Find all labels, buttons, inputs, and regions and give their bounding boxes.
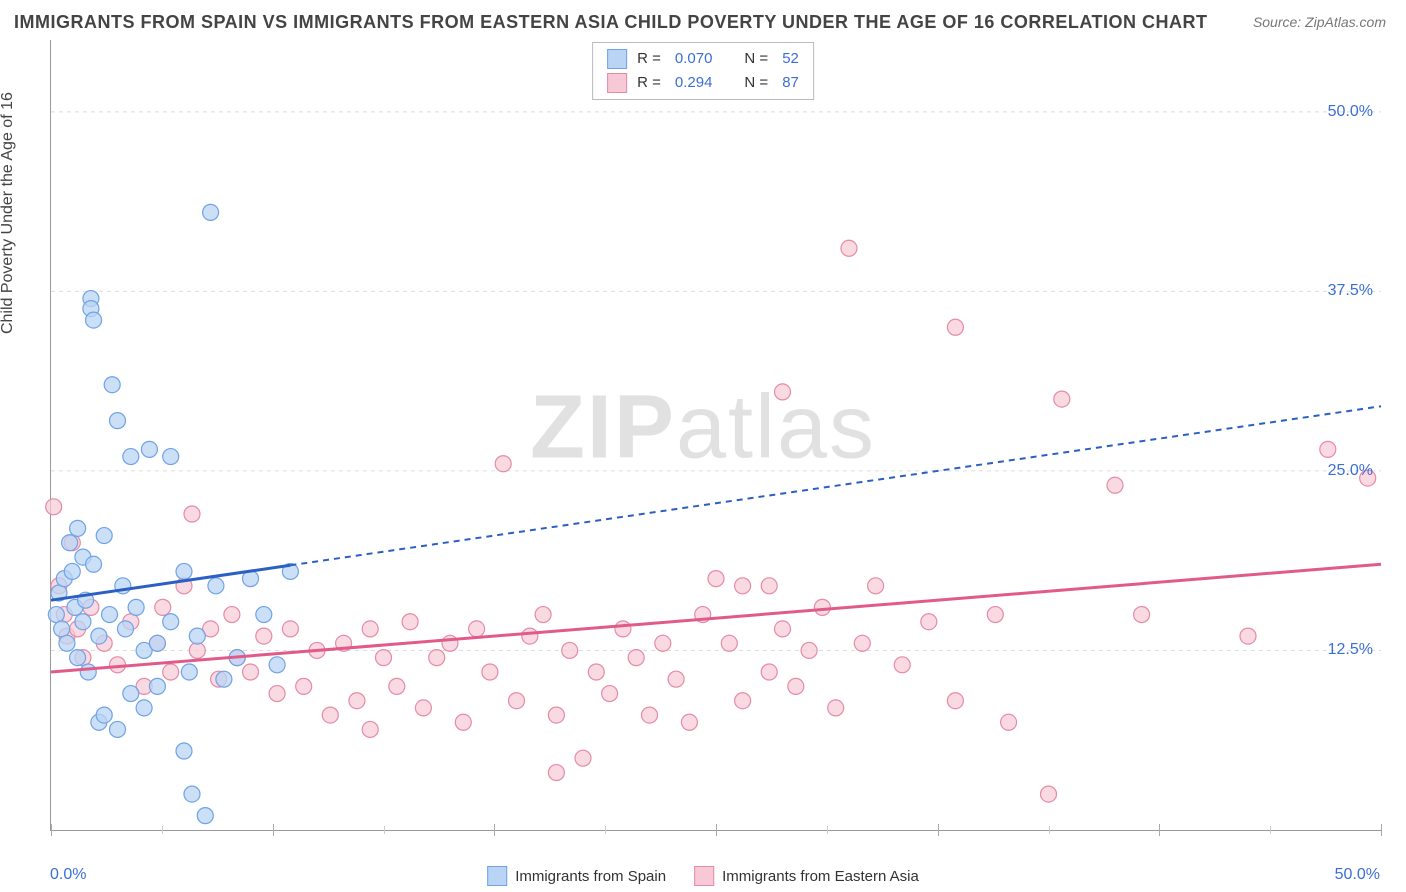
legend-n-value: 52 xyxy=(782,47,799,71)
x-tick-major xyxy=(51,824,52,836)
legend-r-value: 0.294 xyxy=(675,71,713,95)
x-tick-minor xyxy=(162,826,163,834)
legend-label: Immigrants from Spain xyxy=(515,868,666,885)
legend-swatch xyxy=(694,866,714,886)
y-axis-label: Child Poverty Under the Age of 16 xyxy=(0,92,17,334)
legend-n-value: 87 xyxy=(782,71,799,95)
legend-n-label: N = xyxy=(744,47,768,71)
legend-r-label: R = xyxy=(637,47,661,71)
legend-swatch xyxy=(487,866,507,886)
y-tick-label: 37.5% xyxy=(1328,282,1373,300)
legend-top-row: R = 0.294 N = 87 xyxy=(607,71,799,95)
chart-title: IMMIGRANTS FROM SPAIN VS IMMIGRANTS FROM… xyxy=(14,12,1208,33)
x-tick-minor xyxy=(1049,826,1050,834)
y-tick-label: 25.0% xyxy=(1328,462,1373,480)
legend-bottom-item: Immigrants from Eastern Asia xyxy=(694,866,919,886)
x-tick-minor xyxy=(384,826,385,834)
legend-swatch xyxy=(607,73,627,93)
y-tick-label: 12.5% xyxy=(1328,641,1373,659)
plot-area: 12.5% 25.0% 37.5% 50.0% xyxy=(50,40,1381,831)
x-axis-left-label: 0.0% xyxy=(50,866,86,884)
x-tick-major xyxy=(716,824,717,836)
x-tick-major xyxy=(938,824,939,836)
legend-top-row: R = 0.070 N = 52 xyxy=(607,47,799,71)
legend-label: Immigrants from Eastern Asia xyxy=(722,868,919,885)
legend-bottom-item: Immigrants from Spain xyxy=(487,866,666,886)
chart-container: IMMIGRANTS FROM SPAIN VS IMMIGRANTS FROM… xyxy=(0,0,1406,892)
legend-swatch xyxy=(607,49,627,69)
plot-svg xyxy=(51,40,1381,830)
legend-top: R = 0.070 N = 52 R = 0.294 N = 87 xyxy=(592,42,814,100)
x-tick-major xyxy=(494,824,495,836)
x-tick-major xyxy=(1381,824,1382,836)
x-tick-major xyxy=(1159,824,1160,836)
x-tick-major xyxy=(273,824,274,836)
legend-n-label: N = xyxy=(744,71,768,95)
legend-r-value: 0.070 xyxy=(675,47,713,71)
legend-bottom: Immigrants from Spain Immigrants from Eas… xyxy=(487,866,919,886)
legend-r-label: R = xyxy=(637,71,661,95)
source-label: Source: ZipAtlas.com xyxy=(1253,14,1386,30)
x-axis-right-label: 50.0% xyxy=(1335,866,1380,884)
x-tick-minor xyxy=(827,826,828,834)
x-tick-minor xyxy=(605,826,606,834)
y-tick-label: 50.0% xyxy=(1328,103,1373,121)
x-tick-minor xyxy=(1270,826,1271,834)
